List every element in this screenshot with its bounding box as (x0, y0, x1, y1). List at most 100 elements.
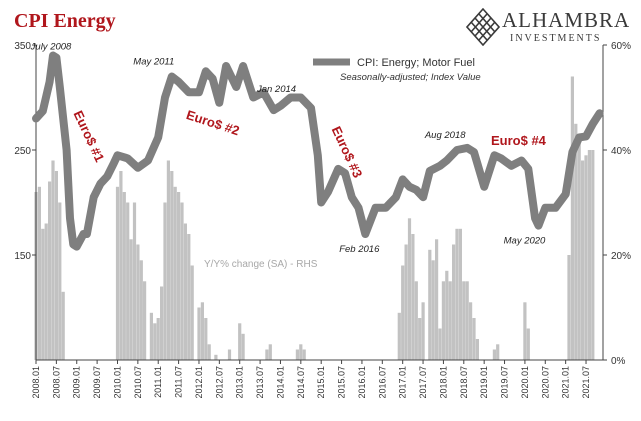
yoy-bar (448, 281, 452, 361)
yoy-bar (577, 139, 581, 360)
yoy-bar (445, 270, 449, 361)
legend-label: CPI: Energy; Motor Fuel (357, 57, 475, 69)
yoy-bar (431, 260, 435, 361)
yoy-bar (61, 291, 65, 361)
yoy-bar (435, 239, 439, 361)
yoy-bar (160, 286, 164, 360)
yoy-bar (132, 202, 137, 360)
yoy-bar (177, 192, 181, 360)
yoy-bar (401, 265, 405, 360)
x-tick-label: 2015.01 (316, 366, 326, 399)
yoy-bar (149, 312, 153, 361)
x-tick-label: 2016.01 (357, 366, 367, 399)
yoy-bar (570, 76, 574, 360)
yoy-bar (163, 202, 167, 360)
x-tick-label: 2017.01 (398, 366, 408, 399)
x-tick-label: 2011.01 (153, 366, 163, 398)
yoy-bar (475, 339, 479, 360)
yoy-bar (407, 218, 412, 361)
yoy-bar (428, 249, 432, 361)
yoy-bar (458, 228, 462, 361)
yoy-bar (51, 160, 55, 360)
yoy-bar (492, 349, 496, 360)
diamond-lattice-icon (466, 8, 500, 46)
right-tick-label: 60% (611, 41, 631, 52)
x-tick-label: 2009.01 (72, 366, 82, 399)
yoy-bar (153, 323, 157, 361)
yoy-bar (122, 192, 126, 360)
company-logo: ALHAMBRA INVESTMENTS (466, 8, 636, 50)
x-tick-label: 2008.01 (31, 366, 41, 399)
x-tick-label: 2014.01 (276, 366, 286, 399)
yoy-bar (183, 223, 187, 360)
x-tick-label: 2009.07 (92, 366, 102, 399)
yoy-bar (265, 349, 269, 360)
yoy-bar (136, 244, 140, 360)
euro-label: Euro$ #2 (184, 107, 241, 138)
date-annotation: May 2011 (133, 57, 174, 68)
yoy-bar (227, 349, 232, 360)
yoy-bar (268, 344, 272, 361)
yoy-bar (411, 234, 415, 360)
x-tick-label: 2021.07 (581, 366, 591, 399)
logo-subtitle: INVESTMENTS (510, 33, 602, 44)
x-tick-label: 2018.07 (459, 366, 469, 399)
x-tick-label: 2018.01 (438, 366, 448, 399)
yoy-bar (472, 318, 476, 360)
yoy-bar (496, 344, 500, 361)
yoy-bar (214, 354, 218, 361)
x-tick-label: 2017.07 (418, 366, 428, 399)
yoy-bar (469, 302, 473, 361)
yoy-bar (187, 234, 191, 360)
x-tick-label: 2019.07 (500, 366, 510, 399)
date-annotation: Aug 2018 (424, 130, 466, 141)
yoy-bar (54, 171, 58, 360)
euro-label: Euro$ #4 (491, 133, 547, 148)
yoy-bar (37, 186, 41, 361)
legend-sublabel: Seasonally-adjusted; Index Value (340, 72, 481, 83)
yoy-bar (48, 181, 52, 360)
yoy-bar (302, 349, 306, 360)
x-tick-label: 2012.01 (194, 366, 204, 399)
x-tick-label: 2013.07 (255, 366, 265, 399)
yoy-bar (295, 349, 299, 360)
date-annotation: July 2008 (30, 42, 72, 53)
x-tick-label: 2016.07 (377, 366, 387, 399)
left-tick-label: 150 (14, 251, 31, 262)
yoy-bar (523, 302, 527, 361)
yoy-bar (462, 281, 466, 361)
yoy-bar (581, 160, 585, 360)
yoy-bar (455, 228, 459, 361)
axes-group: 150 250 350 0% 20% 40% 60% 2008.01 2008.07 2009.0… (14, 41, 631, 399)
yoy-bar (119, 171, 123, 360)
yoy-bar (441, 281, 445, 361)
yoy-bar (241, 333, 245, 361)
yoy-bar (139, 260, 143, 361)
yoy-bar (397, 312, 401, 361)
x-tick-label: 2019.01 (479, 366, 489, 399)
chart-title: CPI Energy (14, 10, 116, 32)
yoy-bar (190, 265, 194, 360)
yoy-bar (156, 318, 160, 360)
yoy-bar (591, 150, 595, 360)
yoy-bar (115, 186, 120, 361)
x-tick-label: 2021.01 (561, 366, 571, 399)
yoy-bar (173, 186, 177, 361)
x-tick-label: 2013.01 (235, 366, 245, 399)
yoy-bar (143, 281, 147, 361)
yoy-bar (438, 328, 442, 360)
left-tick-label: 250 (14, 146, 31, 157)
legend: CPI: Energy; Motor Fuel Seasonally-adjus… (313, 57, 481, 83)
x-tick-label: 2015.07 (337, 366, 347, 399)
yoy-bar (418, 318, 422, 360)
cpi-line-group (32, 51, 604, 251)
yoy-bar (180, 202, 184, 360)
yoy-bar (58, 202, 62, 360)
yoy-bar (584, 155, 588, 361)
yoy-bar (421, 302, 425, 361)
yoy-bar (170, 171, 174, 360)
right-tick-label: 0% (611, 356, 626, 367)
yoy-bar (574, 123, 578, 361)
rhs-series-label: Y/Y% change (SA) - RHS (204, 259, 318, 270)
